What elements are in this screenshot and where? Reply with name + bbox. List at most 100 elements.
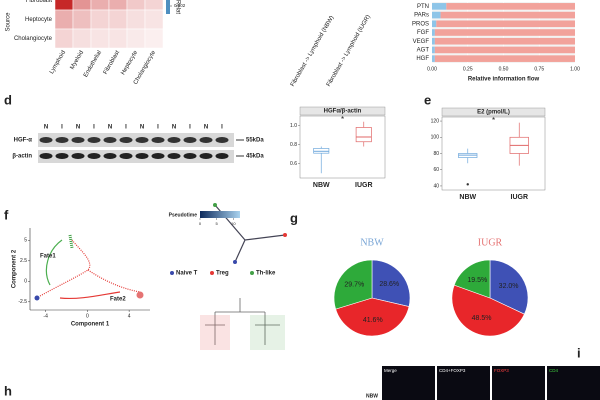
lane-label: I xyxy=(157,125,159,131)
x-axis-label: Component 1 xyxy=(71,322,110,328)
heat-cell xyxy=(126,9,146,30)
heat-cell xyxy=(54,9,74,30)
x-tick-label: 0.75 xyxy=(534,66,544,72)
colorbar-tick-label: 5 xyxy=(216,221,219,226)
panel-label: e xyxy=(424,92,431,107)
annotation: * xyxy=(492,116,495,125)
size-label: 55kDa xyxy=(246,138,264,144)
legend-label: Naive T xyxy=(176,271,198,277)
column-label: Heptocyte xyxy=(120,49,139,76)
band xyxy=(103,137,117,143)
y-tick-label: 1.0 xyxy=(290,123,297,129)
heat-cell xyxy=(54,0,74,11)
y-tick-label: 120 xyxy=(431,118,440,124)
pie-slice xyxy=(335,297,410,337)
bar xyxy=(432,11,441,19)
lane-label: I xyxy=(189,125,191,131)
heat-cell xyxy=(126,0,146,11)
heat-cell xyxy=(90,28,110,49)
y-tick-label: PTN xyxy=(417,4,429,10)
bar xyxy=(434,46,575,54)
lane-label: N xyxy=(172,125,176,131)
heat-cell xyxy=(108,9,128,30)
chart-title: E2 (pmol/L) xyxy=(477,110,510,116)
slice-label: 29.7% xyxy=(344,282,364,289)
micrograph xyxy=(547,366,600,400)
band xyxy=(199,153,213,159)
x-tick-label: 0 xyxy=(86,313,89,319)
colorbar-tick-label: 0.002 xyxy=(174,3,186,8)
transfer-label: Fibroblast -> Lymphoid (NBW) xyxy=(290,15,336,88)
row-label: NBW xyxy=(366,393,378,399)
heat-cell xyxy=(72,9,92,30)
micrograph xyxy=(437,366,490,400)
pie-slice xyxy=(453,259,491,299)
colorbar xyxy=(166,0,170,14)
band xyxy=(87,153,101,159)
x-axis-label: Relative information flow xyxy=(468,77,540,83)
heat-cell xyxy=(108,28,128,49)
pie-slice xyxy=(371,259,411,307)
y-tick-label: 0.8 xyxy=(290,142,297,148)
bar xyxy=(434,55,575,62)
micrograph-label: FOXP3 xyxy=(494,368,509,373)
x-tick-label: IUGR xyxy=(355,182,373,189)
column-label: Endothelial xyxy=(83,50,103,79)
band xyxy=(71,137,85,143)
heat-cell xyxy=(54,28,74,49)
band xyxy=(199,137,213,143)
panel-label: g xyxy=(290,210,298,225)
legend-marker xyxy=(210,271,214,275)
band xyxy=(103,153,117,159)
y-tick-label: 100 xyxy=(431,135,440,141)
band xyxy=(183,137,197,143)
panel-label: h xyxy=(4,383,12,398)
y-tick-label: VEGF xyxy=(413,39,430,45)
trajectory-sketch xyxy=(34,203,287,350)
x-tick-label: NBW xyxy=(313,182,330,189)
y-tick-label: HGF xyxy=(416,56,429,62)
x-tick-label: NBW xyxy=(459,194,476,201)
x-tick-label: 0.00 xyxy=(427,66,437,72)
bar xyxy=(434,37,575,45)
band xyxy=(119,153,133,159)
x-tick-label: 0.50 xyxy=(499,66,509,72)
band xyxy=(119,137,133,143)
colorbar-label: Pseudotime xyxy=(169,212,198,218)
y-tick-label: 5 xyxy=(24,238,27,244)
micrograph-label: CD4+FOXP3 xyxy=(439,368,466,373)
bar xyxy=(432,29,435,36)
legend-marker xyxy=(170,271,174,275)
band xyxy=(135,137,149,143)
band xyxy=(135,153,149,159)
lane-label: I xyxy=(93,125,95,131)
band xyxy=(39,153,53,159)
bar xyxy=(436,20,575,28)
chart-title: IUGR xyxy=(478,237,503,248)
annotation: Fate2 xyxy=(110,297,126,303)
band-label: HGF-α xyxy=(14,138,33,144)
bar xyxy=(440,11,575,19)
lane-label: N xyxy=(44,125,48,131)
column-label: Fibroblast xyxy=(103,50,122,76)
bar xyxy=(432,3,447,10)
chart-title: NBW xyxy=(360,237,384,248)
slice-label: 32.0% xyxy=(499,283,519,290)
plot-frame xyxy=(441,116,546,191)
micrograph xyxy=(382,366,435,400)
slice-label: 19.5% xyxy=(467,277,487,284)
plot-frame xyxy=(299,115,386,179)
transfer-label: Fibroblast -> Lymphoid (IUGR) xyxy=(326,14,372,88)
band xyxy=(55,137,69,143)
annotation: Fate1 xyxy=(40,254,56,260)
lane-label: I xyxy=(61,125,63,131)
outlier xyxy=(466,183,469,186)
band xyxy=(167,153,181,159)
bar xyxy=(432,20,437,28)
row-label: Heptocyte xyxy=(25,17,53,23)
bar xyxy=(434,29,575,36)
y-tick-label: PARs xyxy=(414,13,429,19)
y-tick-label: 0 xyxy=(24,279,27,285)
y-tick-label: 80 xyxy=(433,151,439,157)
